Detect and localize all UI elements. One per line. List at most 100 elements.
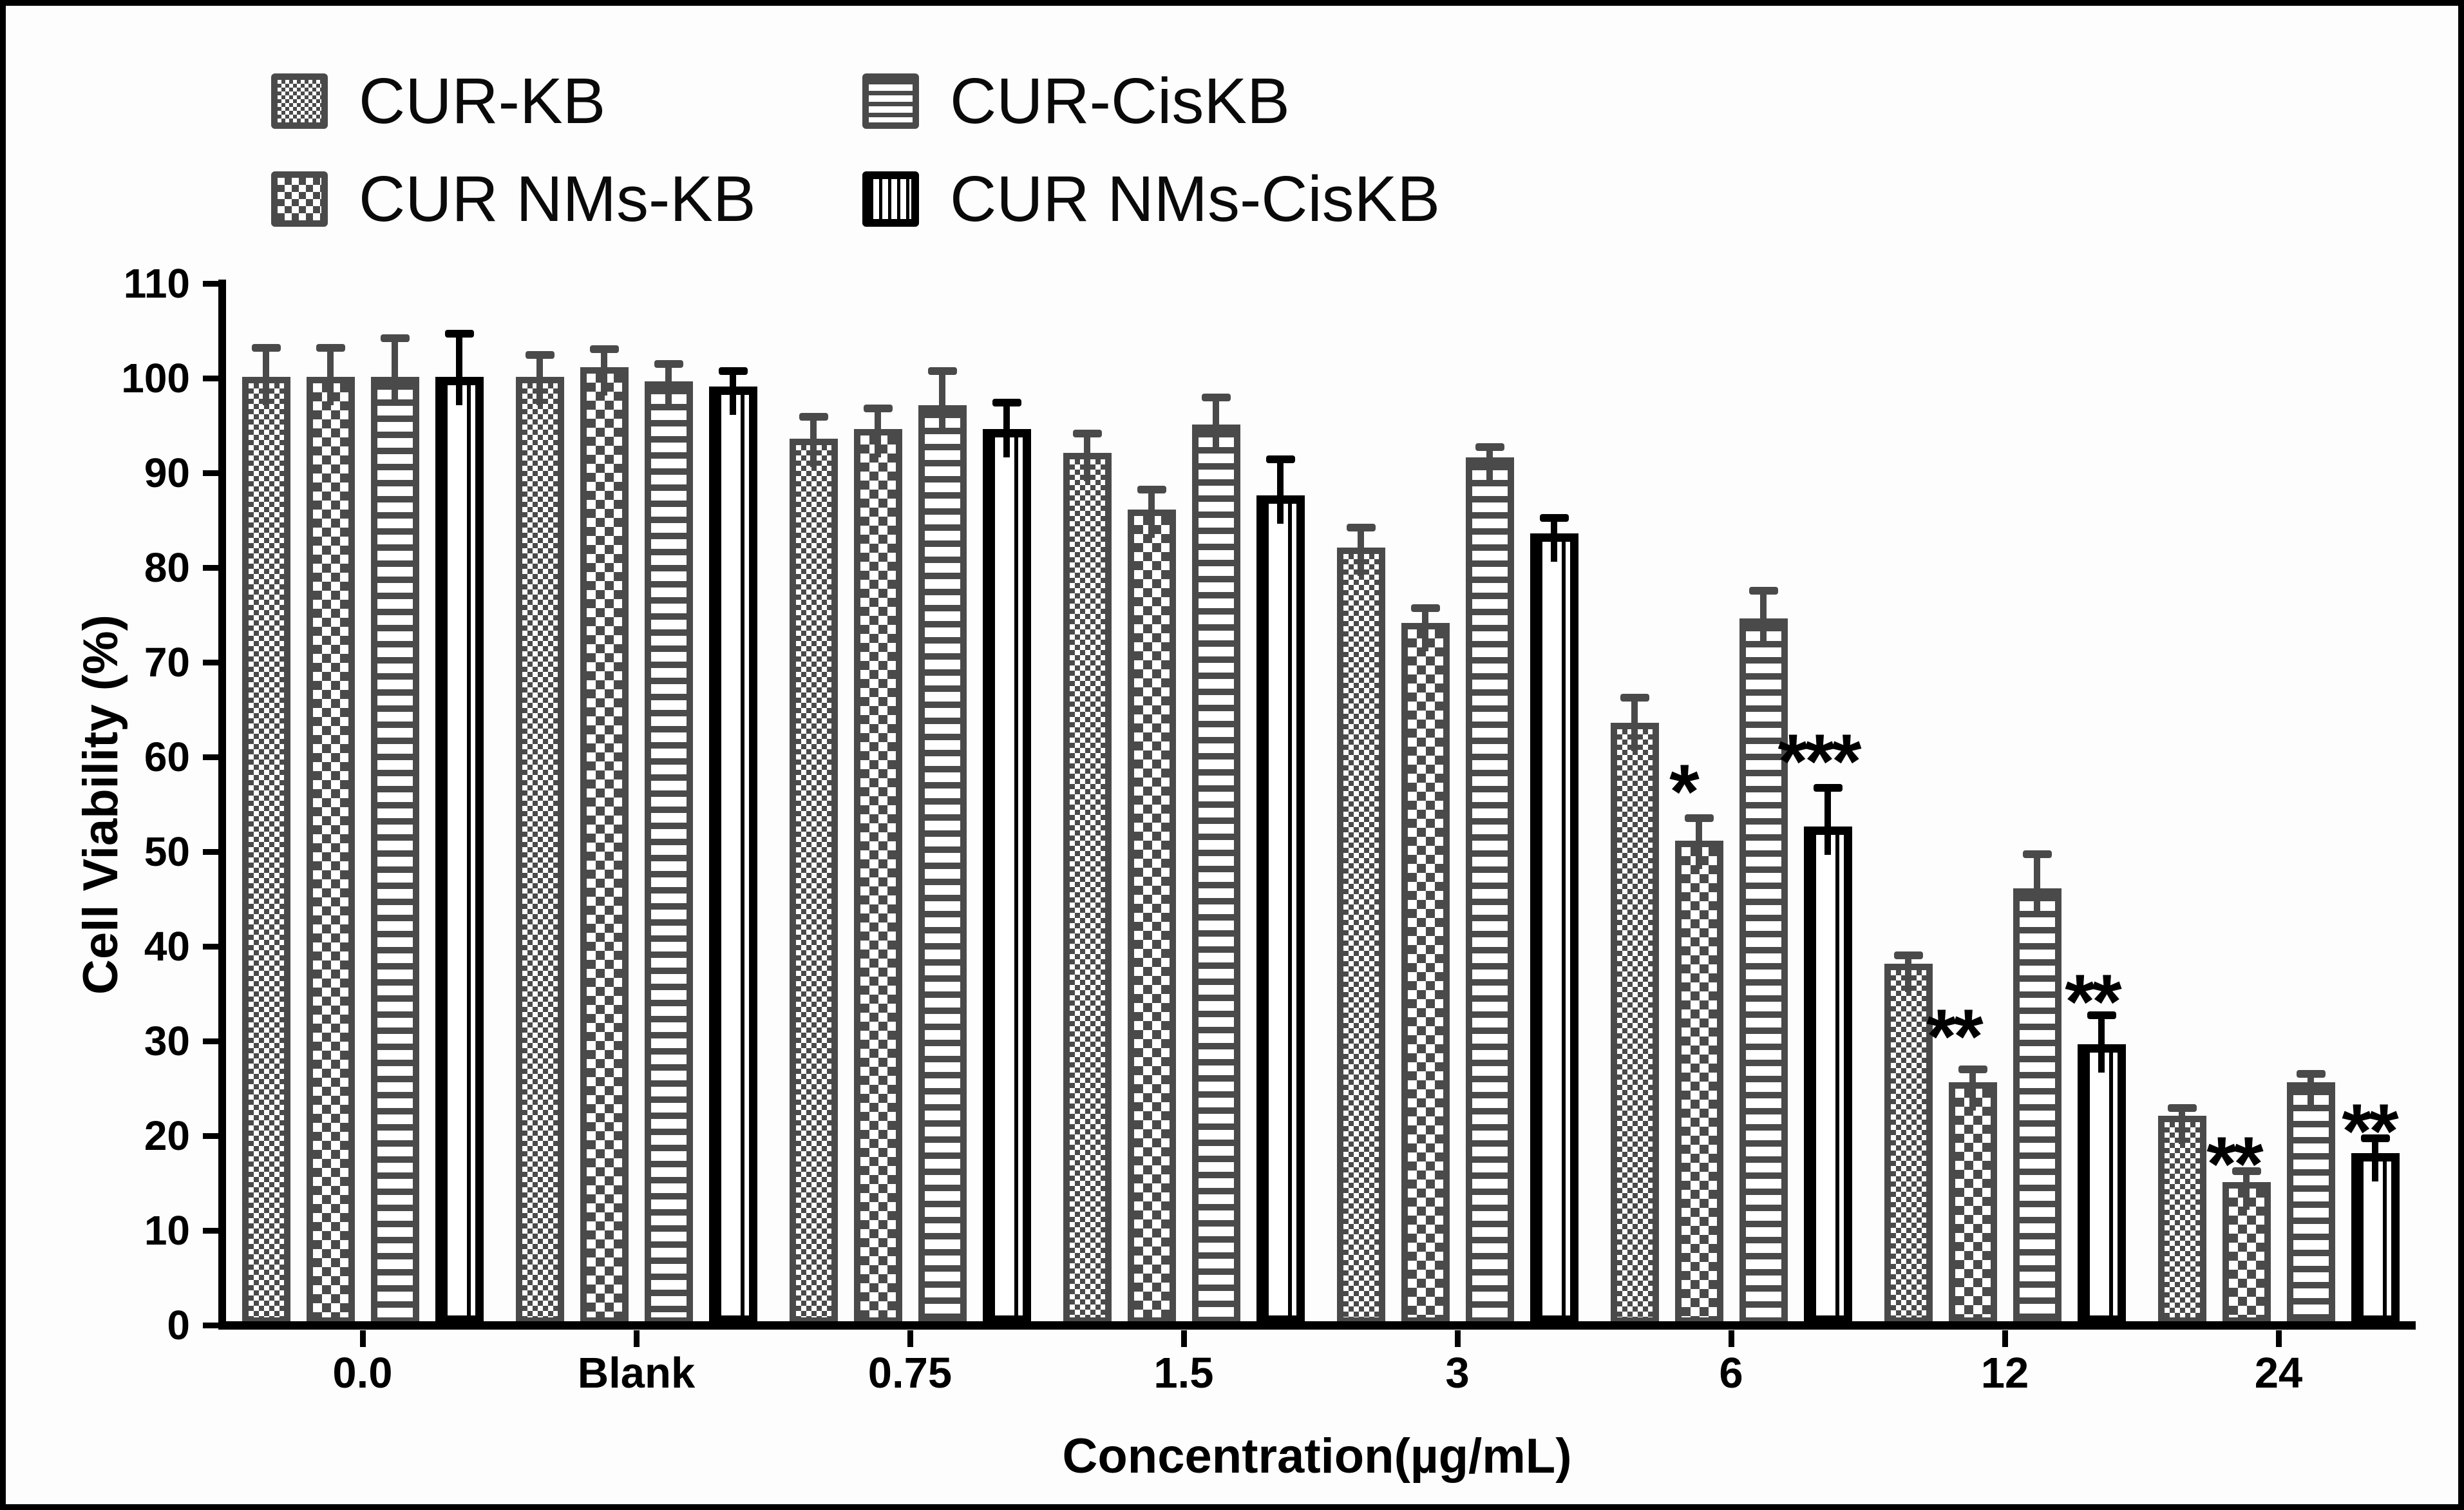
- error-bar-cap: [2360, 1134, 2390, 1142]
- legend-item-cur-kb: CUR-KB: [271, 65, 605, 137]
- error-bar-cap: [1684, 814, 1714, 823]
- x-tick-label: 0.0: [332, 1349, 393, 1397]
- bar-cur-kb-24: [2157, 1115, 2206, 1324]
- error-bar-cap: [444, 329, 474, 338]
- error-bar-stem: [1084, 431, 1090, 481]
- y-tick: [203, 1132, 218, 1139]
- bar-cur-kb-0.0: [242, 377, 290, 1324]
- error-bar-stem: [1969, 1066, 1976, 1111]
- y-tick: [203, 280, 218, 287]
- x-tick-label: 3: [1445, 1349, 1470, 1397]
- bar-cur-nms-kb-24: [2222, 1181, 2271, 1324]
- x-tick: [2275, 1330, 2282, 1347]
- y-tick-label: 40: [144, 923, 190, 970]
- bar-cur-kb-12: [1884, 964, 1933, 1324]
- error-bar-cap: [1346, 523, 1376, 531]
- significance-marker: **: [2342, 1088, 2398, 1174]
- error-bar-cap: [1958, 1065, 1987, 1073]
- error-bar-stem: [536, 352, 543, 405]
- error-bar-cap: [525, 351, 554, 359]
- y-axis-line: [218, 280, 226, 1329]
- y-tick-label: 60: [144, 734, 190, 780]
- bar-cur-nms-ciskb-blank: [708, 386, 757, 1324]
- legend-swatch-cur-kb: [271, 73, 328, 129]
- significance-marker: ***: [1777, 718, 1861, 805]
- significance-marker: *: [1669, 749, 1700, 836]
- y-tick: [203, 375, 218, 381]
- x-tick-label: 12: [1980, 1349, 2029, 1397]
- x-tick-label: Blank: [577, 1349, 696, 1397]
- bar-cur-nms-ciskb-12: [2077, 1044, 2126, 1324]
- y-tick-label: 20: [144, 1113, 190, 1159]
- y-tick-label: 100: [121, 355, 190, 401]
- error-bar-stem: [327, 345, 334, 405]
- legend-item-cur-ciskb: CUR-CisKB: [862, 65, 1290, 137]
- error-bar-cap: [1072, 430, 1102, 438]
- x-axis-title: Concentration(µg/mL): [1062, 1429, 1572, 1484]
- error-bar-stem: [1760, 588, 1767, 647]
- error-bar-cap: [799, 412, 828, 421]
- error-bar-stem: [1631, 695, 1638, 751]
- error-bar-cap: [2232, 1167, 2261, 1176]
- bar-cur-nms-ciskb-3: [1530, 533, 1578, 1324]
- y-tick-label: 110: [123, 260, 190, 307]
- error-bar-cap: [1265, 455, 1295, 463]
- x-tick: [1180, 1330, 1187, 1347]
- x-tick: [359, 1330, 366, 1347]
- legend-item-cur-nms-ciskb: CUR NMs-CisKB: [862, 163, 1440, 235]
- bar-cur-ciskb-0.75: [918, 405, 967, 1324]
- y-tick: [203, 564, 218, 571]
- x-tick: [2002, 1330, 2008, 1347]
- y-tick-label: 50: [144, 828, 190, 875]
- bar-cur-kb-blank: [515, 377, 564, 1324]
- error-bar-stem: [1696, 816, 1702, 870]
- bar-cur-ciskb-blank: [644, 381, 693, 1324]
- error-bar-stem: [665, 361, 672, 410]
- x-tick-label: 6: [1719, 1349, 1743, 1397]
- error-bar-cap: [718, 367, 748, 376]
- bar-cur-nms-kb-3: [1401, 623, 1450, 1324]
- error-bar-cap: [1410, 604, 1440, 612]
- error-bar-stem: [1148, 487, 1155, 538]
- bar-cur-nms-kb-6: [1674, 841, 1723, 1324]
- y-tick: [203, 943, 218, 950]
- error-bar-stem: [263, 345, 269, 405]
- error-bar-cap: [2296, 1070, 2326, 1078]
- y-tick-label: 70: [144, 639, 190, 685]
- error-bar-cap: [1475, 443, 1504, 451]
- y-tick-label: 30: [144, 1018, 190, 1064]
- error-bar-cap: [1893, 951, 1923, 960]
- error-bar-stem: [939, 368, 945, 434]
- error-bar-stem: [2372, 1136, 2378, 1182]
- x-tick-label: 1.5: [1153, 1349, 1214, 1397]
- x-tick-label: 0.75: [867, 1349, 952, 1397]
- bar-cur-nms-ciskb-0.0: [435, 377, 484, 1324]
- bar-cur-nms-ciskb-6: [1803, 827, 1852, 1324]
- error-bar-stem: [1422, 605, 1428, 652]
- bar-cur-nms-ciskb-0.75: [982, 428, 1031, 1324]
- error-bar-stem: [1213, 395, 1219, 453]
- error-bar-cap: [1539, 514, 1569, 522]
- y-tick-label: 10: [144, 1207, 190, 1254]
- bar-cur-nms-kb-blank: [580, 367, 629, 1324]
- error-bar-cap: [1813, 784, 1843, 792]
- x-tick: [1454, 1330, 1461, 1347]
- y-tick: [203, 1038, 218, 1044]
- error-bar-stem: [392, 335, 398, 405]
- bar-cur-ciskb-3: [1465, 457, 1514, 1324]
- y-tick: [203, 1227, 218, 1234]
- error-bar-stem: [456, 330, 462, 405]
- error-bar-stem: [2308, 1071, 2314, 1111]
- error-bar-stem: [730, 368, 736, 415]
- x-tick: [1728, 1330, 1734, 1347]
- bar-cur-kb-3: [1336, 547, 1385, 1324]
- error-bar-stem: [1824, 785, 1831, 855]
- x-tick-label: 24: [2254, 1349, 2303, 1397]
- bar-cur-nms-ciskb-1.5: [1256, 495, 1305, 1324]
- error-bar-cap: [654, 359, 683, 368]
- error-bar-cap: [2022, 850, 2052, 858]
- y-tick: [203, 848, 218, 855]
- error-bar-cap: [251, 343, 281, 352]
- error-bar-stem: [2243, 1169, 2250, 1210]
